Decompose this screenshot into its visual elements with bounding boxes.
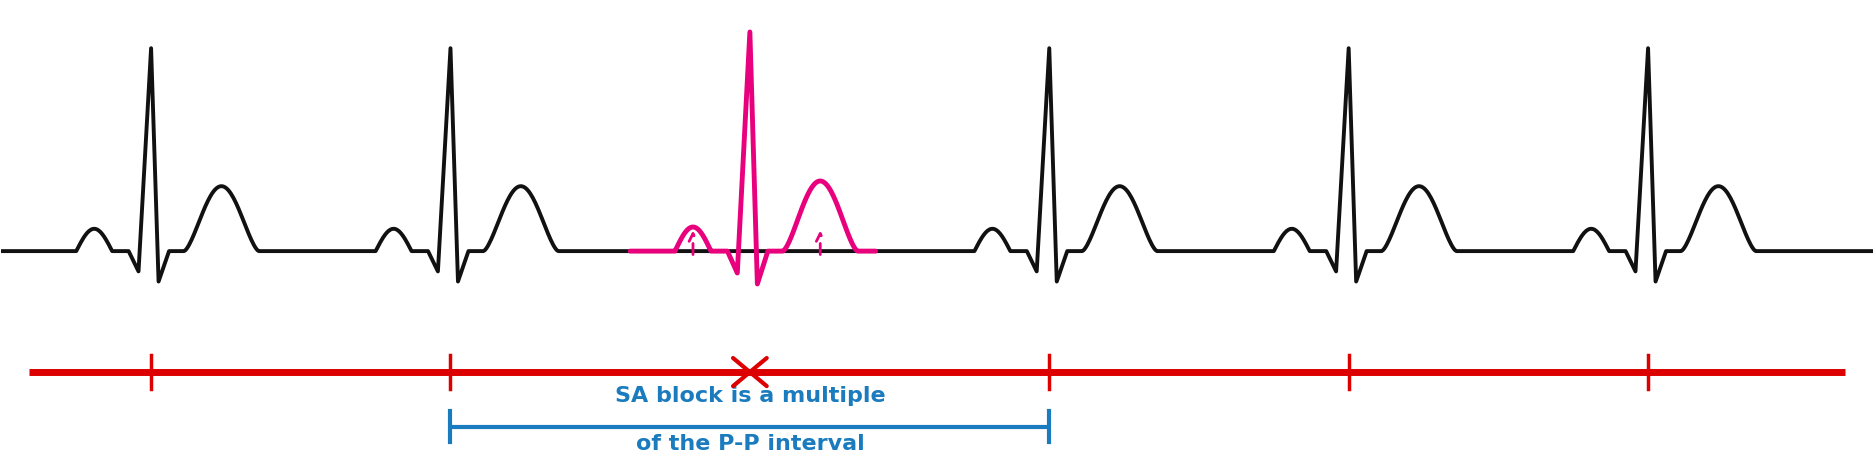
Text: of the P-P interval: of the P-P interval [635, 434, 863, 455]
Text: SA block is a multiple: SA block is a multiple [614, 386, 884, 406]
